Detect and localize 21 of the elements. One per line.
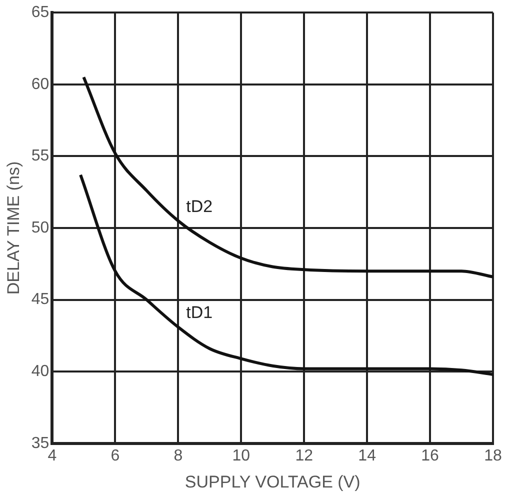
y-tick-label: 50 [31, 219, 50, 236]
x-tick-label: 4 [48, 447, 57, 464]
y-tick-label: 45 [31, 291, 50, 308]
series-label: tD1 [186, 303, 213, 322]
x-tick-label: 18 [484, 447, 502, 464]
y-tick-label: 40 [31, 363, 50, 380]
x-tick-label: 10 [232, 447, 250, 464]
y-tick-label: 35 [31, 434, 50, 452]
x-tick-label: 6 [110, 447, 120, 464]
y-tick-label: 55 [31, 148, 50, 165]
series-label: tD2 [186, 196, 213, 216]
x-axis-title: SUPPLY VOLTAGE (V) [184, 472, 360, 492]
y-tick-label: 60 [31, 76, 50, 93]
x-tick-label: 16 [421, 447, 440, 464]
y-axis-title: DELAY TIME (ns) [4, 161, 23, 295]
x-tick-label: 12 [295, 447, 314, 464]
line-series [79, 173, 493, 376]
y-tick-label: 65 [31, 4, 50, 22]
x-tick-label: 14 [358, 447, 376, 464]
x-tick-label: 8 [174, 447, 183, 464]
line-series [82, 76, 493, 278]
